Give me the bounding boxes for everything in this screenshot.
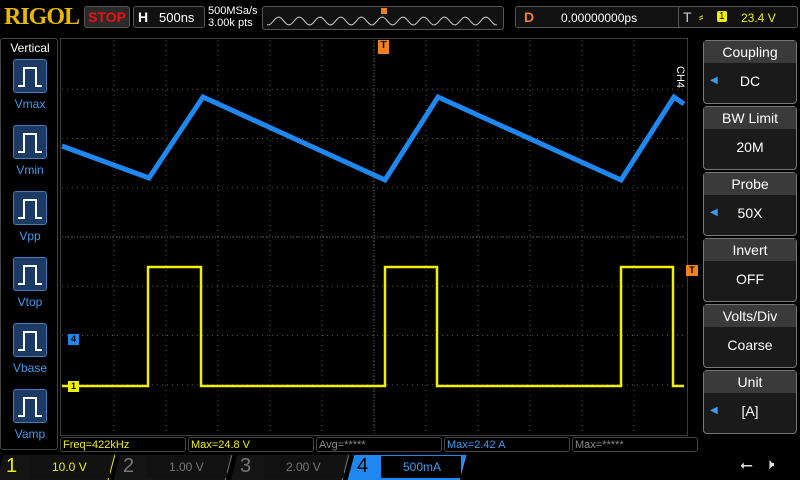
- horizontal-key: H: [138, 9, 149, 25]
- memory-waveform-icon: [266, 8, 498, 26]
- trigger-position-marker[interactable]: T: [378, 40, 389, 54]
- ch1-trace: [62, 265, 684, 388]
- sample-rate: 500MSa/s: [208, 5, 258, 17]
- menu-title: Coupling: [704, 41, 796, 63]
- measure-label: Vbase: [12, 361, 48, 375]
- ch4-offset-marker[interactable]: 4: [68, 334, 79, 345]
- measurement-item[interactable]: Max=24.8 V: [188, 437, 314, 452]
- trigger-key: T: [683, 9, 692, 25]
- menu-probe[interactable]: Probe ◀ 50X: [703, 172, 797, 236]
- timebase-value: 500ns: [159, 10, 195, 25]
- menu-title: Unit: [704, 371, 796, 393]
- channel-scale: 2.00 V: [264, 456, 344, 478]
- arrow-left-icon: ◀: [710, 405, 718, 416]
- menu-value: 20M: [736, 139, 764, 155]
- menu-title: Probe: [704, 173, 796, 195]
- measure-panel-title: Vertical: [10, 41, 50, 55]
- pulse-icon: [18, 199, 42, 219]
- trigger-level-marker[interactable]: T: [686, 265, 698, 276]
- measure-vtop-button[interactable]: [13, 257, 47, 291]
- usb-icon: ⭠: [740, 457, 753, 474]
- trigger-level: 23.4 V: [741, 11, 776, 25]
- pulse-icon: [18, 265, 42, 285]
- measure-label: Vamp: [14, 427, 46, 441]
- channel-menu: Coupling ◀ DC BW Limit 20M Probe ◀ 50X Invert OFF…: [700, 38, 800, 438]
- menu-volts-div[interactable]: Volts/Div Coarse: [703, 304, 797, 368]
- pulse-icon: [18, 331, 42, 351]
- menu-unit[interactable]: Unit ◀ [A]: [703, 370, 797, 434]
- menu-value: Coarse: [727, 337, 773, 353]
- measurement-item[interactable]: Avg=*****: [316, 437, 442, 452]
- measure-label: Vpp: [19, 229, 41, 243]
- measurement-item[interactable]: Max=*****: [572, 437, 698, 452]
- menu-value: [A]: [741, 403, 759, 419]
- measure-label: Vmax: [14, 97, 46, 111]
- measure-label: Vtop: [17, 295, 43, 309]
- acquisition-info: 500MSa/s 3.00k pts: [208, 5, 258, 29]
- memory-overview[interactable]: [262, 6, 504, 30]
- run-stop-button[interactable]: STOP: [84, 6, 130, 28]
- channel-number: 4: [357, 455, 369, 477]
- measure-vmax-button[interactable]: [13, 59, 47, 93]
- menu-title: Invert: [704, 239, 796, 261]
- measure-vbase-button[interactable]: [13, 323, 47, 357]
- menu-title: BW Limit: [704, 107, 796, 129]
- measure-vmin-button[interactable]: [13, 125, 47, 159]
- pulse-icon: [18, 133, 42, 153]
- ch4-trace: [61, 93, 686, 184]
- menu-bw-limit[interactable]: BW Limit 20M: [703, 106, 797, 170]
- waveform-display[interactable]: [60, 38, 688, 436]
- measure-vpp-button[interactable]: [13, 191, 47, 225]
- measurement-item[interactable]: Freq=422kHz: [60, 437, 186, 452]
- timebase-box[interactable]: H 500ns: [133, 6, 205, 28]
- menu-value: DC: [739, 73, 761, 89]
- sound-muted-icon[interactable]: 🕨: [765, 456, 775, 473]
- delay-key: D: [524, 9, 535, 25]
- ch1-offset-marker[interactable]: 1: [68, 381, 79, 392]
- channel-scale: 1.00 V: [147, 456, 227, 478]
- pulse-icon: [18, 67, 42, 87]
- measure-label: Vmin: [16, 163, 44, 177]
- channel-scale: 500mA: [381, 456, 461, 478]
- trigger-box[interactable]: T ⸗ 1 23.4 V: [678, 6, 798, 28]
- channel-number: 1: [6, 455, 18, 477]
- menu-value: OFF: [736, 271, 764, 287]
- delay-value: 0.00000000ps: [561, 11, 638, 25]
- rigol-logo: RIGOL: [4, 4, 80, 30]
- menu-title: Volts/Div: [704, 305, 796, 327]
- delay-box[interactable]: D 0.00000000ps: [515, 6, 695, 28]
- measure-panel: Vertical Vmax Vmin Vpp Vtop Vbase Vamp: [0, 38, 58, 450]
- measurement-item[interactable]: Max=2.42 A: [444, 437, 570, 452]
- pulse-icon: [18, 397, 42, 417]
- arrow-left-icon: ◀: [710, 207, 718, 218]
- menu-value: 50X: [737, 205, 763, 221]
- channel-scale: 10.0 V: [30, 456, 110, 478]
- channel-number: 2: [123, 455, 135, 477]
- channel-number: 3: [240, 455, 252, 477]
- trigger-source: 1: [717, 11, 727, 22]
- measure-vamp-button[interactable]: [13, 389, 47, 423]
- menu-invert[interactable]: Invert OFF: [703, 238, 797, 302]
- rising-edge-icon: ⸗: [699, 9, 704, 24]
- menu-coupling[interactable]: Coupling ◀ DC: [703, 40, 797, 104]
- arrow-left-icon: ◀: [710, 75, 718, 86]
- memory-depth: 3.00k pts: [208, 17, 253, 29]
- channel-label: CH4: [674, 66, 686, 89]
